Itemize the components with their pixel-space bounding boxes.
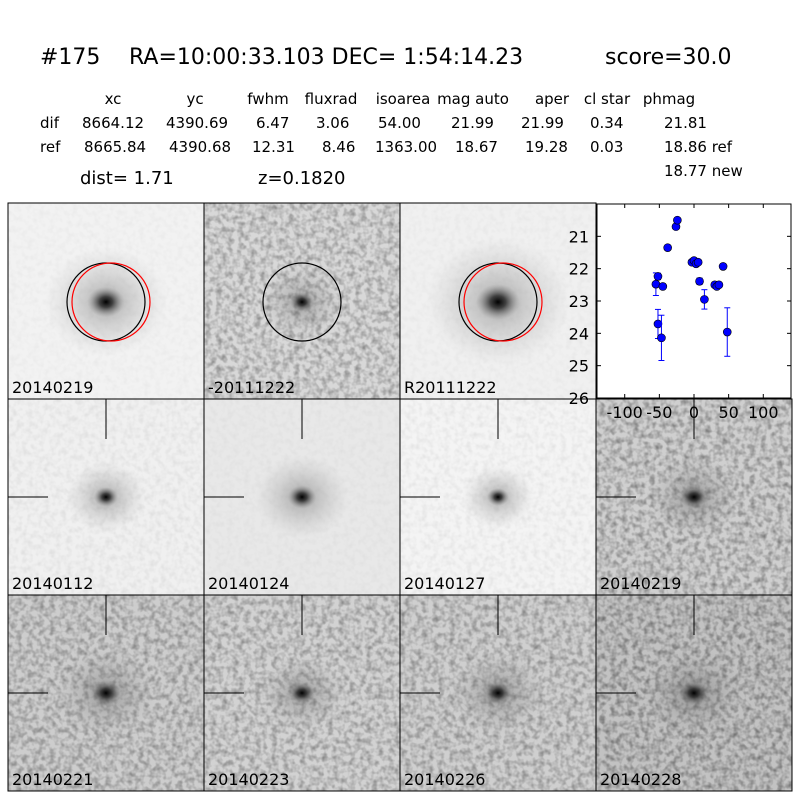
image-panel: 20140223 (203, 594, 401, 792)
image-panel: 20140228 (595, 594, 793, 792)
data-point (718, 262, 728, 271)
galaxy-core (93, 487, 119, 507)
column-header: fluxrad (305, 90, 358, 108)
image-panel: 20140124 (203, 398, 401, 596)
y-tick-label: 22 (569, 260, 589, 279)
data-point (663, 243, 672, 252)
panel-label: 20140112 (12, 574, 93, 593)
image-panel: 20140127 (399, 398, 597, 596)
column-header: aper (535, 90, 570, 108)
galaxy-core (90, 680, 122, 706)
table-cell: 21.81 (664, 114, 707, 132)
table-cell: 19.28 (525, 138, 568, 156)
image-panel: R20111222 (399, 202, 597, 400)
image-panel: -20111222 (203, 202, 401, 400)
x-tick-label: 100 (748, 403, 779, 422)
table-cell: 4390.68 (169, 138, 231, 156)
panel-label: 20140127 (404, 574, 485, 593)
galaxy-core (287, 485, 317, 509)
table-cell: 8664.12 (82, 114, 144, 132)
panel-label: 20140124 (208, 574, 289, 593)
column-header: fwhm (247, 90, 288, 108)
aperture-circle (71, 262, 151, 342)
coordinates: RA=10:00:33.103 DEC= 1:54:14.23 (129, 45, 523, 70)
table-cell: 3.06 (316, 114, 349, 132)
table-cell: 0.34 (590, 114, 623, 132)
table-cell: 18.67 (455, 138, 498, 156)
galaxy-core (476, 284, 520, 320)
panel-frame (595, 594, 793, 792)
x-tick-label: 0 (689, 403, 699, 422)
row-label: dif (40, 114, 60, 132)
data-point (657, 333, 666, 343)
image-panel: 20140221 (7, 594, 205, 792)
x-tick-label: 50 (718, 403, 738, 422)
galaxy-core (288, 682, 316, 704)
redshift: z=0.1820 (258, 168, 346, 189)
panel-label: 20140219 (12, 378, 93, 397)
x-tick-label: -100 (607, 403, 643, 422)
y-tick-label: 21 (569, 227, 589, 246)
image-panel: 20140112 (7, 398, 205, 596)
image-panel: 20140226 (399, 594, 597, 792)
panel-label: R20111222 (404, 378, 497, 397)
galaxy-core (678, 680, 710, 706)
dist: dist= 1.71 (80, 168, 174, 189)
phmag-new: 18.77 new (664, 162, 743, 180)
galaxy-core (483, 681, 513, 705)
row-label: ref (40, 138, 61, 156)
data-point (695, 276, 704, 286)
panel-label: -20111222 (208, 378, 295, 397)
table-cell: 21.99 (521, 114, 564, 132)
table-cell: 18.86 ref (664, 138, 733, 156)
image-panel: 20140219 (7, 202, 205, 400)
column-header: phmag (643, 90, 695, 108)
panel-label: 20140221 (12, 770, 93, 789)
table-cell: 12.31 (252, 138, 295, 156)
table-cell: 8665.84 (84, 138, 146, 156)
plot-frame (596, 203, 792, 399)
table-cell: 1363.00 (375, 138, 437, 156)
column-header: isoarea (376, 90, 431, 108)
panel-label: 20140219 (600, 574, 681, 593)
plot-area (597, 204, 791, 398)
data-point (714, 280, 724, 290)
table-cell: 4390.69 (166, 114, 228, 132)
data-point (653, 319, 663, 329)
data-point (693, 257, 703, 267)
image-panel: 20140219 (595, 398, 793, 596)
column-header: yc (186, 90, 203, 108)
data-point (722, 327, 732, 337)
y-tick-label: 26 (569, 389, 589, 408)
data-point (700, 295, 709, 304)
column-header: xc (105, 90, 122, 108)
table-cell: 54.00 (378, 114, 421, 132)
data-point (658, 282, 668, 291)
galaxy-core (289, 292, 315, 312)
y-tick-label: 23 (569, 292, 589, 311)
aperture-circle (463, 262, 543, 342)
galaxy-core (87, 286, 125, 318)
column-header: mag auto (437, 90, 509, 108)
y-tick-label: 25 (569, 357, 589, 376)
score: score=30.0 (605, 45, 732, 70)
data-point (653, 272, 663, 281)
panel-label: 20140223 (208, 770, 289, 789)
y-tick-label: 24 (569, 324, 589, 343)
table-cell: 8.46 (322, 138, 355, 156)
table-cell: 0.03 (590, 138, 623, 156)
table-cell: 21.99 (451, 114, 494, 132)
table-cell: 6.47 (256, 114, 289, 132)
x-tick-label: -50 (646, 403, 672, 422)
column-header: cl star (584, 90, 631, 108)
panel-label: 20140228 (600, 770, 681, 789)
galaxy-core (679, 485, 709, 509)
aperture-circle (262, 262, 342, 342)
panel-label: 20140226 (404, 770, 485, 789)
galaxy-core (487, 488, 509, 506)
data-point (673, 215, 682, 225)
object-id: #175 (40, 45, 100, 70)
